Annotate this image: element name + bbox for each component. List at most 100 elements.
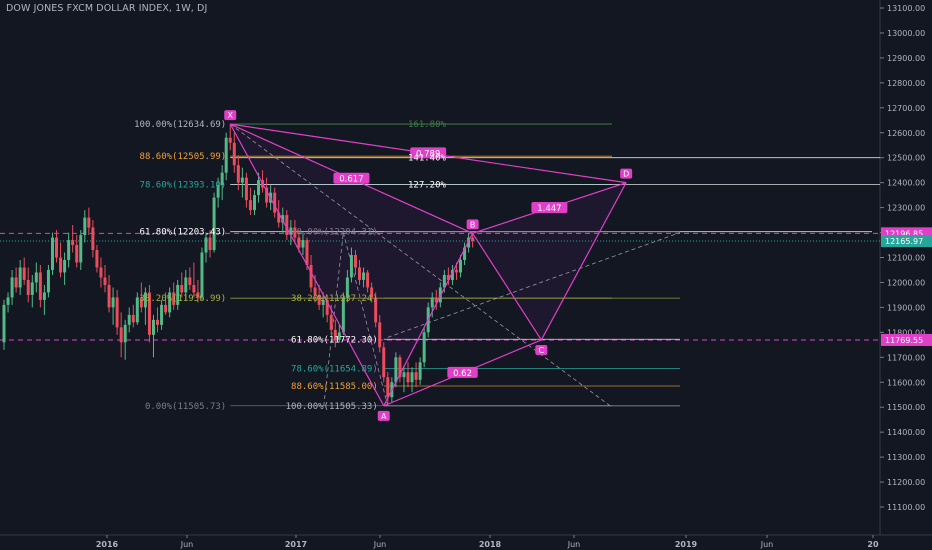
pattern-leg-xa xyxy=(229,123,385,407)
candle-body xyxy=(281,215,285,223)
candle-body xyxy=(160,304,164,325)
pattern-ratio-label: 0.789 xyxy=(416,149,440,159)
fib-ext-label: 141.40% xyxy=(408,154,447,164)
candle-body xyxy=(434,297,438,303)
candle-body xyxy=(459,259,463,273)
candle-body xyxy=(430,297,434,308)
time-tick-label: Jun xyxy=(373,540,387,549)
pattern-ratio-label: 0.617 xyxy=(339,175,363,185)
pattern-point-badge xyxy=(466,219,479,230)
candle-body xyxy=(345,277,349,298)
candle-body xyxy=(200,252,204,298)
candle-body xyxy=(418,362,422,380)
fib-level-label: 38.20%(11936.99) xyxy=(140,294,227,304)
candle-body xyxy=(446,274,450,280)
candle-body xyxy=(2,304,6,343)
candle-body xyxy=(172,292,176,305)
candle-body xyxy=(378,322,382,348)
candle-body xyxy=(188,277,192,285)
chart-title: DOW JONES FXCM DOLLAR INDEX, 1W, DJ xyxy=(6,3,208,14)
candle-body xyxy=(285,215,289,236)
price-tick-label: 13000.00 xyxy=(887,29,925,38)
candle-body xyxy=(337,332,341,340)
candle-body xyxy=(151,319,155,335)
candle-body xyxy=(394,357,398,383)
pattern-ratio-label: 0.62 xyxy=(453,369,472,379)
candle-body xyxy=(10,277,14,298)
candle-body xyxy=(329,314,333,330)
time-tick-label: Jun xyxy=(180,540,194,549)
time-tick-label: 2019 xyxy=(675,540,698,549)
candle-body xyxy=(240,177,244,183)
pattern-ratio-label: 1.447 xyxy=(537,204,561,214)
price-axis[interactable]: 11100.00 11200.00 11300.00 11400.00 11500.00… xyxy=(880,4,932,512)
price-tick-label: 11500.00 xyxy=(887,403,925,412)
pattern-ratio-badge xyxy=(531,201,568,213)
candle-body xyxy=(6,297,10,305)
candle-body xyxy=(382,347,386,378)
candle-body xyxy=(362,272,366,280)
candle-body xyxy=(216,185,220,198)
price-tick-label: 12700.00 xyxy=(887,104,925,113)
pattern-leg-ab xyxy=(383,233,474,407)
candle-body xyxy=(180,284,184,293)
price-tick-label: 12600.00 xyxy=(887,129,925,138)
candle-body xyxy=(313,287,317,295)
candle-body xyxy=(471,237,475,242)
candle-body xyxy=(212,197,216,251)
xabcd-pattern[interactable]: X A B C D 0.617 0.62 1.447 0.789 xyxy=(224,110,633,421)
candle-body xyxy=(95,250,99,268)
candle-body xyxy=(374,297,378,323)
candle-body xyxy=(67,240,71,260)
pattern-leg-cd xyxy=(540,182,627,341)
fib-level-label: 61.80%(12203.43) xyxy=(140,228,227,238)
dashed-fib-diagonal xyxy=(323,232,344,406)
candle-body xyxy=(252,195,256,211)
pattern-point-badge xyxy=(535,344,548,355)
candle-body xyxy=(91,227,95,251)
pattern-ratio-badge xyxy=(333,172,370,184)
candle-body xyxy=(309,264,313,288)
candle-body xyxy=(50,237,54,270)
candle-body xyxy=(370,287,374,298)
candle-body xyxy=(83,217,87,236)
candle-body xyxy=(42,292,46,300)
fib-level-label: 61.80%(11772.30) xyxy=(291,335,378,345)
candle-body xyxy=(305,240,309,265)
pattern-point-label: D xyxy=(623,170,629,179)
fib-ext-label: 127.20% xyxy=(408,180,447,190)
candle-body xyxy=(26,279,30,295)
time-tick-label: 2018 xyxy=(479,540,502,549)
candle-body xyxy=(99,267,103,278)
candle-body xyxy=(317,294,321,305)
price-axis-badge-label: 12196.85 xyxy=(885,229,923,238)
candle-body xyxy=(289,227,293,236)
candle-body xyxy=(79,235,83,263)
candle-body xyxy=(46,269,50,293)
price-tick-label: 12100.00 xyxy=(887,254,925,263)
candle-body xyxy=(228,137,232,143)
candle-body xyxy=(30,282,34,295)
price-tick-label: 13100.00 xyxy=(887,4,925,13)
candle-body xyxy=(111,297,115,308)
candle-body xyxy=(196,292,200,298)
time-tick-label: Jun xyxy=(567,540,581,549)
candle-body xyxy=(244,177,248,201)
candle-body xyxy=(135,297,139,323)
candle-body xyxy=(131,314,135,323)
candle-body xyxy=(454,269,458,273)
candle-body xyxy=(87,217,91,228)
dashed-channel xyxy=(387,232,681,338)
fib-level-label: 100.00%(12634.69) xyxy=(134,120,226,130)
candle-body xyxy=(450,269,454,280)
fib-level-label: 100.00%(11505.33) xyxy=(286,402,378,412)
time-axis[interactable]: 2016 Jun 2017 Jun 2018 Jun 2019 Jun 20 xyxy=(96,535,879,549)
candle-body xyxy=(14,277,18,288)
time-tick-label: Jun xyxy=(760,540,774,549)
candle-body xyxy=(115,297,119,328)
candle-body xyxy=(18,267,22,288)
candle-body xyxy=(55,237,59,258)
pattern-point-badge xyxy=(377,410,390,421)
price-tick-label: 12900.00 xyxy=(887,54,925,63)
